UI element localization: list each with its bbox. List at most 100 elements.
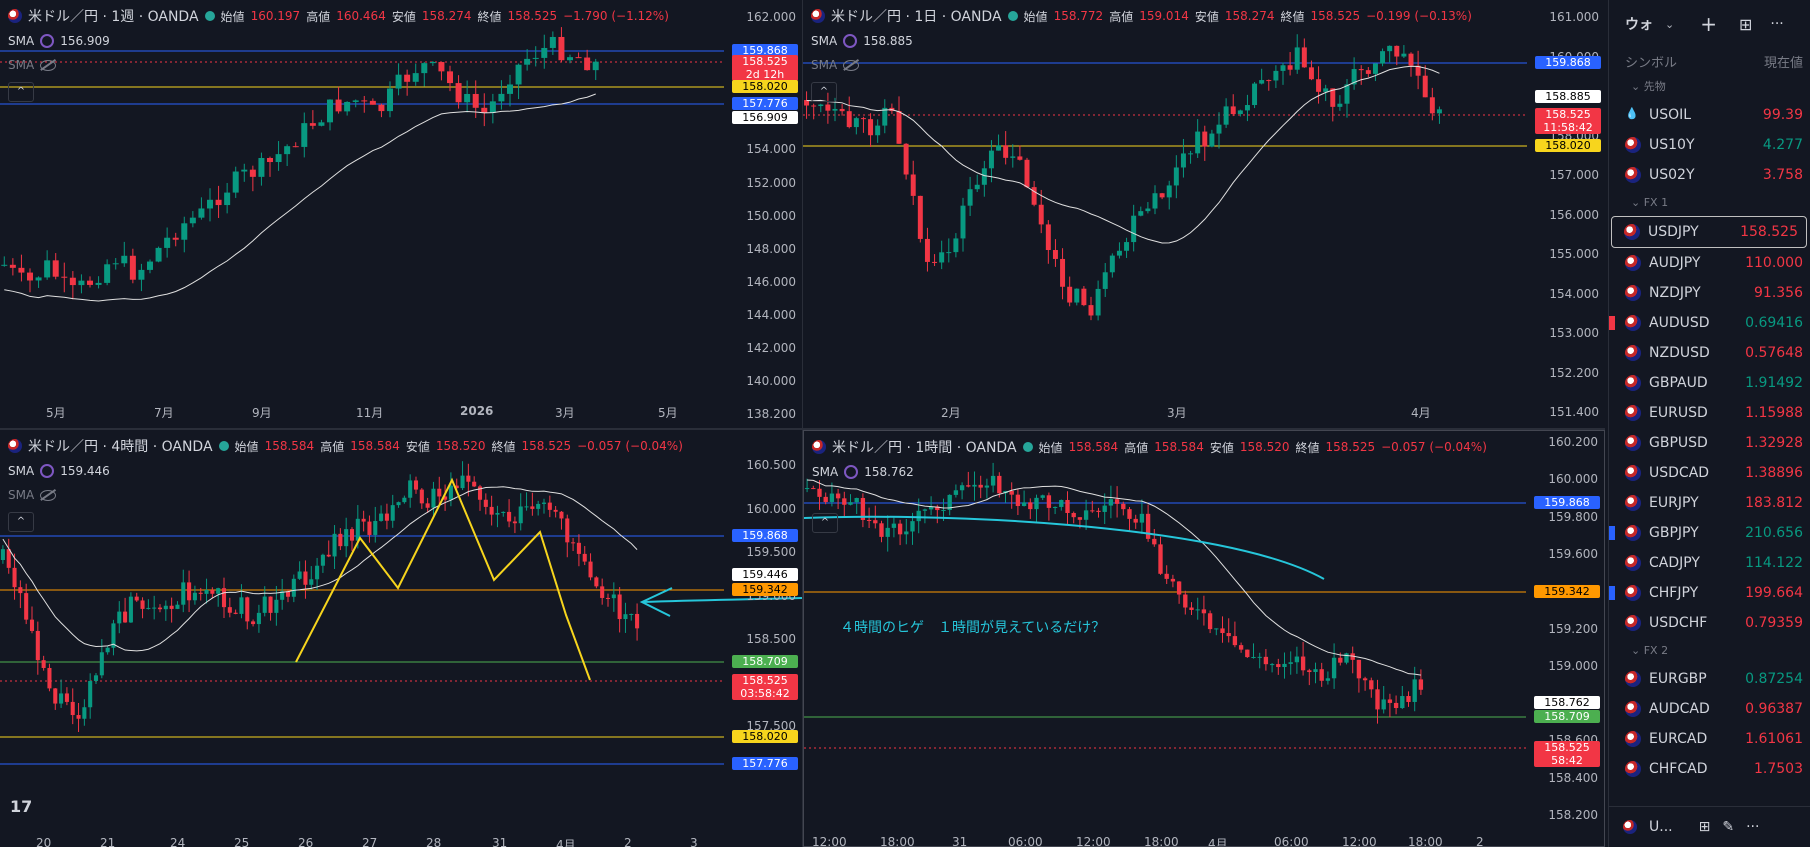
chart-annotation-text[interactable]: ４時間のヒゲ １時間が見えているだけ？ <box>840 620 1106 636</box>
candle-body <box>1316 79 1322 92</box>
watchlist-row[interactable]: AUDCAD 0.96387 <box>1609 694 1810 724</box>
candle-body <box>1232 636 1238 646</box>
collapse-legend-button[interactable]: ^ <box>811 82 837 102</box>
candle-body <box>395 74 402 89</box>
chevron-down-icon[interactable]: ⌄ <box>1665 17 1675 31</box>
chart-pane-weekly[interactable]: 米ドル／円 · 1週 · OANDA 始値 160.197 高値 160.464 安… <box>0 0 802 428</box>
candle-body <box>1 264 8 266</box>
symbol-name: US10Y <box>1649 137 1695 153</box>
column-price[interactable]: 現在値 <box>1763 55 1803 71</box>
chevron-down-icon[interactable]: ⌄ <box>1631 80 1644 93</box>
watchlist-row[interactable]: EURJPY 183.812 <box>1609 488 1810 518</box>
candle-body <box>1263 656 1269 665</box>
sma-hidden-indicator[interactable]: SMA <box>8 58 57 72</box>
weekly-candles[interactable] <box>0 0 802 428</box>
collapse-legend-button[interactable]: ^ <box>812 513 838 533</box>
watchlist-row[interactable]: EURCAD 1.61061 <box>1609 724 1810 754</box>
watchlist-row[interactable]: GBPUSD 1.32928 <box>1609 428 1810 458</box>
footer-symbol[interactable]: U... <box>1649 819 1673 835</box>
watchlist-row[interactable]: AUDJPY 110.000 <box>1609 248 1810 278</box>
watchlist-row[interactable]: NZDUSD 0.57648 <box>1609 338 1810 368</box>
chevron-down-icon[interactable]: ⌄ <box>1631 196 1644 209</box>
layout-grid-icon[interactable]: ⊞ <box>1738 14 1753 34</box>
watchlist-row[interactable]: CHFCAD 1.7503 <box>1609 754 1810 784</box>
watchlist-row[interactable]: US10Y 4.277 <box>1609 130 1810 160</box>
sma-hidden-indicator[interactable]: SMA <box>8 488 57 502</box>
high-label: 高値 <box>1109 9 1134 24</box>
candle-body <box>352 100 359 102</box>
chart-pane-1h[interactable]: 米ドル／円 · 1時間 · OANDA 始値 158.584 高値 158.584 … <box>803 430 1605 847</box>
hidden-eye-icon[interactable] <box>40 59 57 71</box>
watchlist-section[interactable]: ⌄ FX 2 <box>1609 638 1810 664</box>
candle-body <box>292 146 299 148</box>
watchlist-row[interactable]: GBPAUD 1.91492 <box>1609 368 1810 398</box>
symbol-title[interactable]: 米ドル／円 · 1日 · OANDA <box>831 9 1002 25</box>
watchlist-row[interactable]: NZDJPY 91.356 <box>1609 278 1810 308</box>
chart-pane-daily[interactable]: 米ドル／円 · 1日 · OANDA 始値 158.772 高値 159.014 安… <box>803 0 1605 428</box>
candle-body <box>378 104 385 112</box>
symbol-name: NZDJPY <box>1649 285 1701 301</box>
symbol-price: 0.79359 <box>1745 615 1803 631</box>
symbol-name: US02Y <box>1649 167 1695 183</box>
watchlist-row[interactable]: CADJPY 114.122 <box>1609 548 1810 578</box>
watchlist-row[interactable]: USDCHF 0.79359 <box>1609 608 1810 638</box>
more-icon[interactable]: ··· <box>1746 819 1760 835</box>
x-axis-tick: 31 <box>492 836 508 847</box>
hidden-eye-icon[interactable] <box>40 489 57 501</box>
hidden-eye-icon[interactable] <box>843 59 860 71</box>
watchlist-row[interactable]: USDJPY 158.525 <box>1611 216 1807 248</box>
chart-pane-4h[interactable]: 米ドル／円 · 4時間 · OANDA 始値 158.584 高値 158.584 … <box>0 430 802 847</box>
chevron-down-icon[interactable]: ⌄ <box>1631 644 1644 657</box>
collapse-legend-button[interactable]: ^ <box>8 82 34 102</box>
add-symbol-icon[interactable]: + <box>1700 12 1717 36</box>
sma-indicator[interactable]: SMA 158.885 <box>811 34 913 48</box>
watchlist-row[interactable]: GBPJPY 210.656 <box>1609 518 1810 548</box>
row-flag-marker[interactable] <box>1609 526 1615 540</box>
candle-body <box>1300 656 1306 671</box>
candle-body <box>1024 159 1030 188</box>
watchlist-row[interactable]: USDCAD 1.38896 <box>1609 458 1810 488</box>
row-flag-marker[interactable] <box>1609 586 1615 600</box>
watchlist-row[interactable]: EURUSD 1.15988 <box>1609 398 1810 428</box>
fx-pair-icon <box>1625 255 1641 271</box>
row-flag-marker[interactable] <box>1609 316 1615 330</box>
tradingview-logo-icon[interactable]: 17 <box>10 797 33 816</box>
watchlist-row[interactable]: 💧 USOIL 99.39 <box>1609 100 1810 130</box>
sma-indicator[interactable]: SMA 158.762 <box>812 465 914 479</box>
sma-indicator[interactable]: SMA 156.909 <box>8 34 110 48</box>
candle-body <box>1325 678 1331 681</box>
collapse-legend-button[interactable]: ^ <box>8 512 34 532</box>
watchlist-section[interactable]: ⌄ FX 1 <box>1609 190 1810 216</box>
symbol-title[interactable]: 米ドル／円 · 4時間 · OANDA <box>28 439 213 455</box>
candle-body <box>284 146 291 155</box>
edit-icon[interactable]: ✎ <box>1722 819 1735 835</box>
annotation-arrow-line <box>641 597 802 603</box>
candle-body <box>105 647 110 653</box>
symbol-title[interactable]: 米ドル／円 · 1時間 · OANDA <box>832 440 1017 456</box>
candle-body <box>547 502 552 510</box>
daily-candles[interactable] <box>803 0 1605 428</box>
x-axis-tick: 28 <box>426 836 442 847</box>
1h-candles[interactable] <box>804 431 1605 847</box>
candle-body <box>854 498 859 503</box>
watchlist-section[interactable]: ⌄ 先物 <box>1609 74 1810 100</box>
watchlist-row[interactable]: US02Y 3.758 <box>1609 160 1810 190</box>
layout-icon[interactable]: ⊞ <box>1698 819 1711 835</box>
candle-body <box>1060 258 1066 287</box>
open-label: 始値 <box>1038 440 1063 455</box>
watchlist-row[interactable]: EURGBP 0.87254 <box>1609 664 1810 694</box>
4h-candles[interactable] <box>0 430 802 847</box>
column-symbol[interactable]: シンボル <box>1625 55 1678 71</box>
symbol-name: EURCAD <box>1649 731 1708 747</box>
candle-body <box>1173 167 1179 186</box>
pane-divider-v[interactable] <box>802 0 803 847</box>
watchlist-row[interactable]: CHFJPY 199.664 <box>1609 578 1810 608</box>
watchlist-row[interactable]: AUDUSD 0.69416 <box>1609 308 1810 338</box>
sma-indicator[interactable]: SMA 159.446 <box>8 464 110 478</box>
more-icon[interactable]: ··· <box>1770 16 1784 32</box>
y-axis-tick: 153.000 <box>1549 326 1599 340</box>
x-axis-tick: 12:00 <box>812 835 847 847</box>
watchlist-title[interactable]: ウォ <box>1625 17 1653 33</box>
symbol-title[interactable]: 米ドル／円 · 1週 · OANDA <box>28 9 199 25</box>
sma-hidden-indicator[interactable]: SMA <box>811 58 860 72</box>
